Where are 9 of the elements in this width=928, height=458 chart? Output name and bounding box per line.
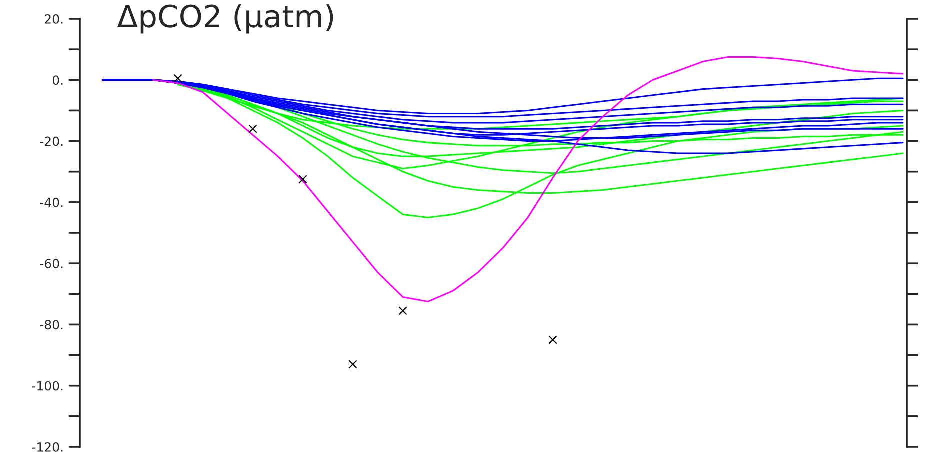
y-tick-label: -40. [40,198,63,208]
y-tick-label: -20. [40,136,63,146]
y-tick-label: 20. [45,14,63,24]
y-tick-label: -80. [40,320,63,330]
y-tick-label: -120. [32,442,63,452]
y-tick-label: -100. [32,381,63,391]
y-tick-label: 0. [52,76,63,86]
y-tick-label: -60. [40,259,63,268]
chart-title: ΔpCO2 (μatm) [117,4,334,34]
